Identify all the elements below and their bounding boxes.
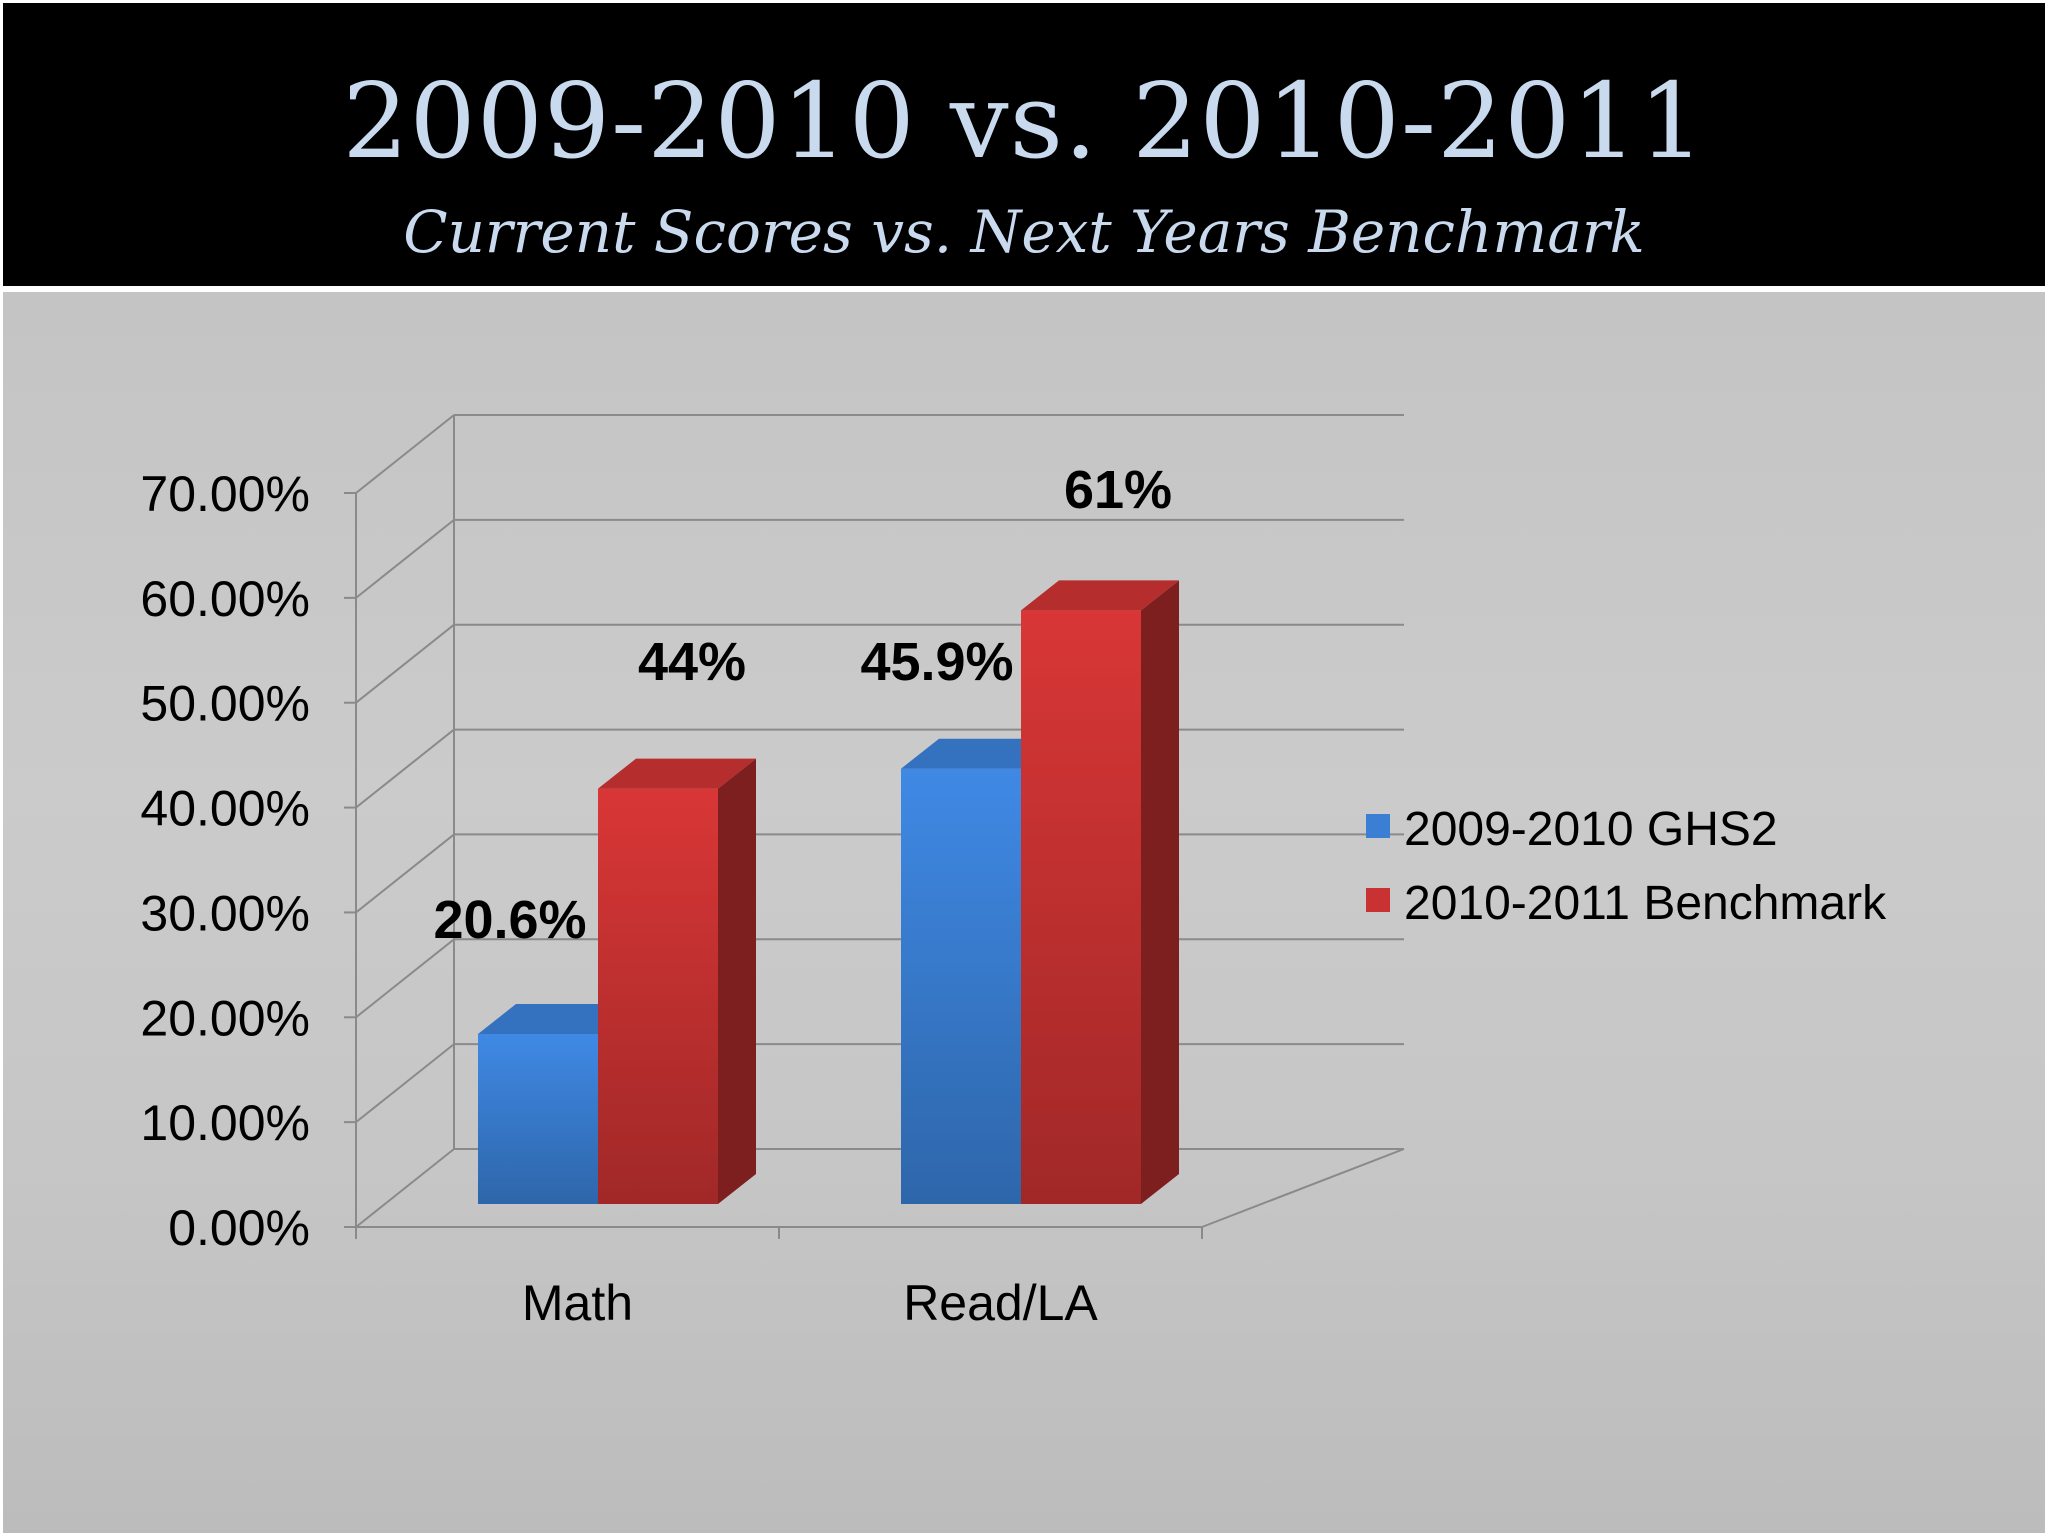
y-tick-label: 50.00% — [140, 676, 310, 732]
bar-side — [1141, 580, 1179, 1204]
y-tick-label: 0.00% — [168, 1200, 310, 1256]
y-tick-label: 30.00% — [140, 885, 310, 941]
floor-edge — [1201, 1148, 1405, 1228]
legend-swatch — [1366, 814, 1390, 838]
x-tick-label: Math — [522, 1275, 633, 1331]
gridline-diagonal — [355, 519, 455, 599]
legend-swatch — [1366, 888, 1390, 912]
y-tick-label: 20.00% — [140, 990, 310, 1046]
y-tick-label: 70.00% — [140, 466, 310, 522]
slide-title: 2009-2010 vs. 2010-2011 — [342, 60, 1706, 182]
data-label: 20.6% — [433, 890, 586, 950]
y-tick-label: 40.00% — [140, 781, 310, 837]
data-label: 44% — [638, 632, 746, 692]
y-tick-label: 10.00% — [140, 1095, 310, 1151]
bar-top — [598, 758, 756, 789]
data-label: 61% — [1064, 460, 1172, 520]
bar — [901, 768, 1021, 1204]
bar — [478, 1033, 598, 1204]
gridline-diagonal — [355, 623, 455, 704]
gridline-diagonal — [355, 414, 455, 494]
bar-side — [718, 758, 756, 1204]
legend-label: 2010-2011 Benchmark — [1404, 877, 1887, 930]
slide-subtitle: Current Scores vs. Next Years Benchmark — [403, 198, 1645, 266]
x-tick-label: Read/LA — [903, 1275, 1098, 1331]
y-tick-label: 60.00% — [140, 571, 310, 627]
bar — [598, 788, 718, 1204]
gridline-diagonal — [355, 833, 455, 914]
legend-label: 2009-2010 GHS2 — [1404, 803, 1778, 856]
gridline-diagonal — [355, 1043, 455, 1123]
data-label: 45.9% — [860, 632, 1013, 692]
bar-top — [1021, 580, 1179, 611]
slide-header: 2009-2010 vs. 2010-2011 Current Scores v… — [3, 3, 2045, 286]
gridline-diagonal — [355, 938, 455, 1019]
gridline-diagonal — [355, 728, 455, 809]
bar-top — [901, 738, 1059, 769]
gridline-diagonal — [355, 1148, 455, 1228]
bar — [1021, 610, 1141, 1204]
bar-top — [478, 1003, 636, 1034]
